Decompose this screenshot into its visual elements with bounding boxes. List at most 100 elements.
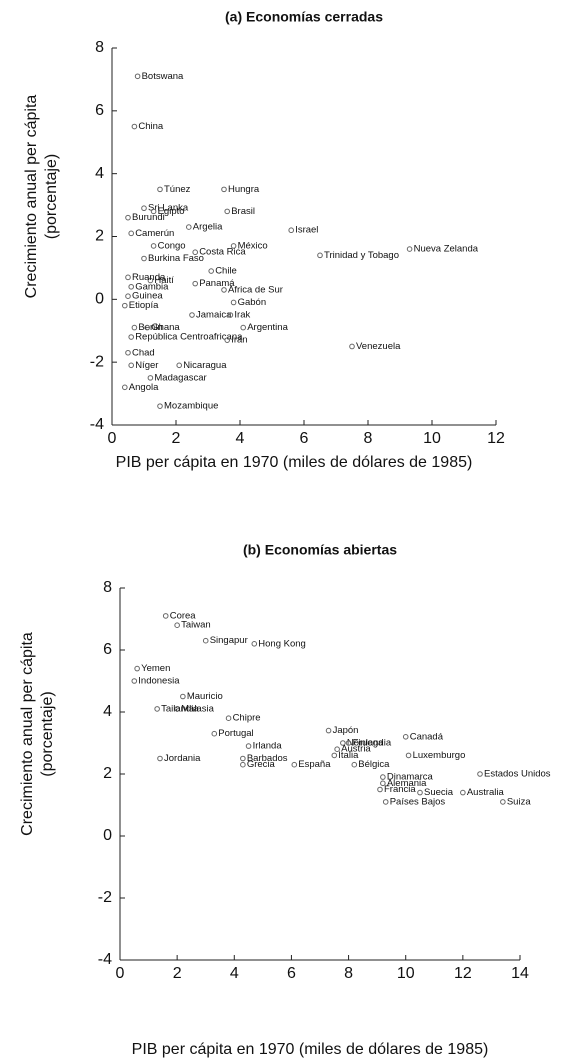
y-axis-label: (porcentaje) <box>39 691 56 776</box>
point-label: Chipre <box>233 713 261 724</box>
x-tick-label: 14 <box>511 965 529 982</box>
point <box>128 230 134 237</box>
point-label: Yemen <box>141 663 170 674</box>
point <box>147 375 154 381</box>
point <box>230 243 237 249</box>
point-label: Jamaica <box>196 310 232 321</box>
point-label: Japón <box>333 725 359 736</box>
point-label: Camerún <box>135 228 174 239</box>
point-label: Australia <box>467 787 505 798</box>
point-label: Burkina Faso <box>148 253 204 264</box>
x-tick-label: 10 <box>423 430 441 447</box>
point <box>211 730 218 737</box>
point <box>221 287 227 293</box>
point-label: Madagascar <box>154 372 206 383</box>
point <box>141 255 147 262</box>
point-label: Gabón <box>238 297 267 308</box>
point-label: Israel <box>295 225 318 236</box>
point-label: Haití <box>154 275 174 286</box>
y-tick-label: -2 <box>98 889 112 906</box>
point <box>189 312 195 318</box>
point <box>380 774 386 780</box>
point-label: Países Bajos <box>390 796 446 807</box>
point <box>405 752 412 759</box>
point-label: Argentina <box>247 322 288 333</box>
point-label: China <box>138 121 164 132</box>
y-axis-label: Crecimiento anual per cápita <box>23 95 40 299</box>
point-label: Gambia <box>135 281 169 292</box>
point <box>125 274 131 281</box>
point-label: Benin <box>138 322 162 333</box>
point-label: Argelia <box>193 222 223 233</box>
point-label: España <box>298 759 331 770</box>
point <box>147 277 154 284</box>
y-tick-label: 0 <box>103 827 112 844</box>
point-label: Túnez <box>164 184 191 195</box>
y-axis-label: (porcentaje) <box>43 154 60 239</box>
point <box>227 312 234 318</box>
point-label: Irán <box>231 335 247 346</box>
point-label: Francia <box>384 784 416 795</box>
y-tick-label: 4 <box>95 165 104 182</box>
point <box>134 73 141 80</box>
x-tick-label: 4 <box>236 430 245 447</box>
point <box>325 727 332 734</box>
point <box>406 246 413 252</box>
point-label: Bélgica <box>358 759 390 770</box>
x-tick-label: 6 <box>300 430 309 447</box>
point <box>240 755 246 762</box>
point-label: Jordania <box>164 753 201 764</box>
point <box>402 734 409 740</box>
y-tick-label: -4 <box>98 951 112 968</box>
x-tick-label: 12 <box>454 965 472 982</box>
point <box>221 186 227 193</box>
point <box>331 752 338 759</box>
point-label: Italia <box>338 750 359 761</box>
point <box>500 799 506 805</box>
point-label: Barbados <box>247 753 288 764</box>
y-tick-label: 6 <box>95 102 104 119</box>
point-label: Tailandia <box>161 703 199 714</box>
point <box>345 740 352 746</box>
point <box>351 761 358 768</box>
point-label: Austria <box>341 744 371 755</box>
point <box>125 293 131 299</box>
point-label: Chile <box>215 266 237 277</box>
point-label: Singapur <box>210 635 248 646</box>
point <box>317 252 323 259</box>
point-label: Taiwan <box>181 620 211 631</box>
x-tick-label: 8 <box>344 965 353 982</box>
y-tick-label: 0 <box>95 291 104 308</box>
point <box>150 208 157 215</box>
x-tick-label: 10 <box>397 965 415 982</box>
point <box>202 637 209 644</box>
point <box>417 789 423 796</box>
point-label: Panamá <box>199 278 235 289</box>
point-label: Angola <box>129 382 159 393</box>
point-label: Suecia <box>424 787 454 798</box>
point <box>131 123 138 130</box>
point-label: Venezuela <box>356 341 401 352</box>
x-tick-label: 2 <box>172 430 181 447</box>
x-axis-label: PIB per cápita en 1970 (miles de dólares… <box>116 454 473 471</box>
y-axis-label: Crecimiento anual per cápita <box>19 632 36 836</box>
point <box>349 343 355 350</box>
x-tick-label: 0 <box>116 965 125 982</box>
point-label: Mauricio <box>187 691 223 702</box>
point <box>245 743 252 749</box>
x-tick-label: 12 <box>487 430 505 447</box>
point <box>192 249 198 256</box>
y-tick-label: -2 <box>90 353 104 370</box>
point-label: Hungra <box>228 184 260 195</box>
point-label: Suiza <box>507 796 531 807</box>
point-label: Nicaragua <box>183 360 227 371</box>
point-label: Malasia <box>181 703 214 714</box>
point <box>125 214 131 221</box>
y-tick-label: 8 <box>95 39 104 56</box>
point <box>224 337 230 343</box>
x-axis-label: PIB per cápita en 1970 (miles de dólares… <box>132 1041 489 1058</box>
point-label: Brasil <box>231 206 255 217</box>
point <box>162 613 169 619</box>
point <box>225 715 232 722</box>
point <box>192 280 198 287</box>
